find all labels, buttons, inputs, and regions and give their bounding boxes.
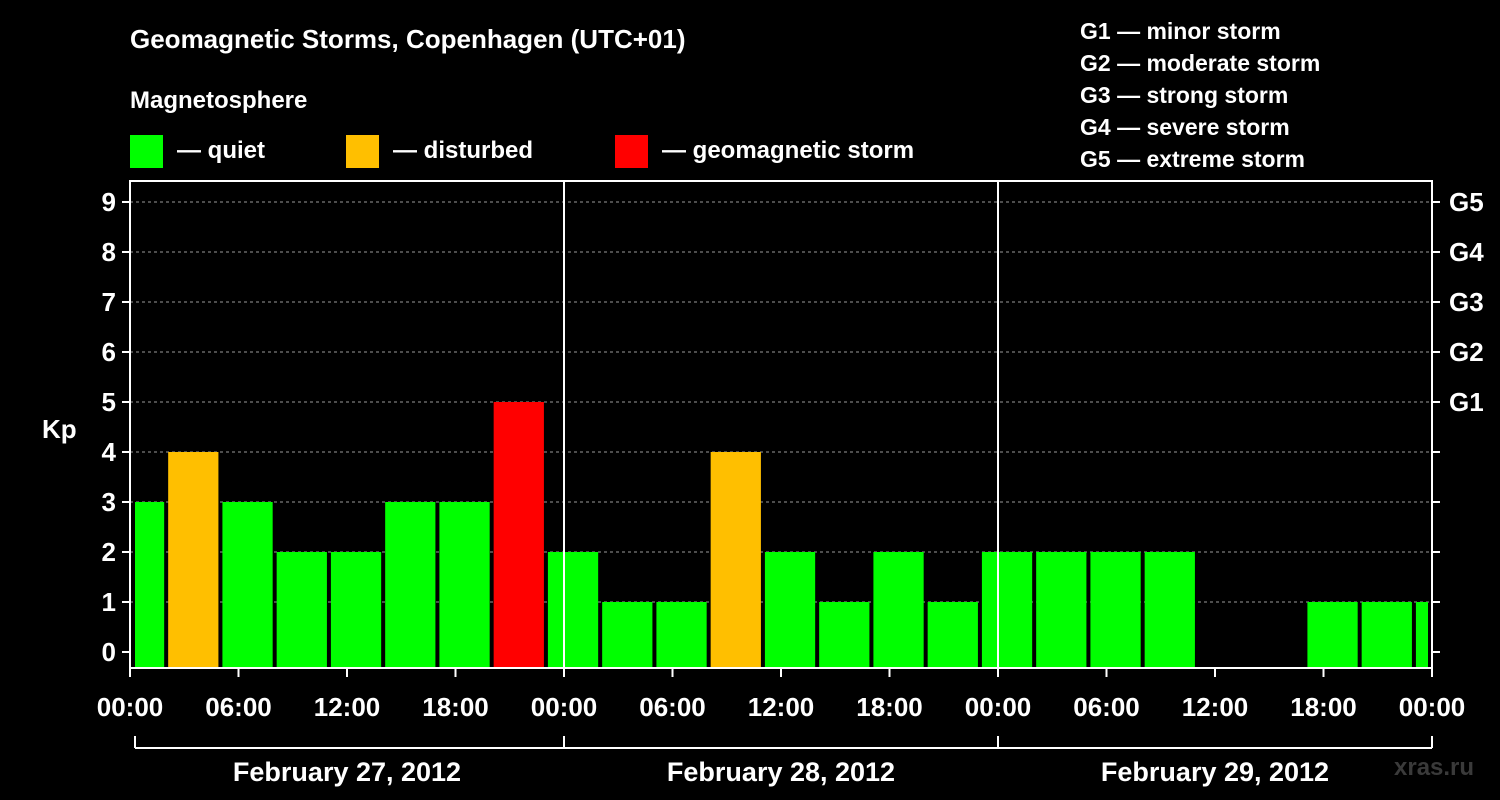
storm-scale-g3: G3 — strong storm xyxy=(1080,82,1289,108)
xtick-label-2: 12:00 xyxy=(314,692,381,722)
bar-24 xyxy=(1415,602,1428,668)
legend-item-quiet: — quiet xyxy=(130,134,265,168)
ytick-label-9: 9 xyxy=(102,187,116,217)
ytick-label-4: 4 xyxy=(102,437,117,467)
bar-15 xyxy=(927,602,978,668)
bar-2 xyxy=(222,502,273,668)
bar-9 xyxy=(602,602,653,668)
ytick-label-3: 3 xyxy=(102,487,116,517)
bar-7 xyxy=(493,402,544,668)
legend-label-quiet: — quiet xyxy=(177,137,265,164)
right-tick-label-G3: G3 xyxy=(1449,287,1484,317)
bar-23 xyxy=(1361,602,1412,668)
xtick-label-11: 18:00 xyxy=(1290,692,1357,722)
right-tick-label-G1: G1 xyxy=(1449,387,1484,417)
storm-scale-g1: G1 — minor storm xyxy=(1080,18,1281,44)
bar-19 xyxy=(1144,552,1195,668)
bar-1 xyxy=(168,452,219,668)
bar-16 xyxy=(981,552,1033,668)
xtick-label-9: 06:00 xyxy=(1073,692,1140,722)
xtick-label-4: 00:00 xyxy=(531,692,598,722)
xtick-label-3: 18:00 xyxy=(422,692,489,722)
xtick-label-10: 12:00 xyxy=(1182,692,1249,722)
date-label-1: February 28, 2012 xyxy=(667,757,895,787)
storm-scale-g4: G4 — severe storm xyxy=(1080,114,1290,140)
bar-6 xyxy=(439,502,490,668)
ytick-label-1: 1 xyxy=(102,587,116,617)
legend-label-storm: — geomagnetic storm xyxy=(662,137,915,164)
bar-18 xyxy=(1090,552,1141,668)
legend-swatch-storm xyxy=(615,134,648,168)
ytick-label-6: 6 xyxy=(102,337,116,367)
chart-subtitle: Magnetosphere xyxy=(130,87,308,114)
xtick-label-5: 06:00 xyxy=(639,692,706,722)
date-label-2: February 29, 2012 xyxy=(1101,757,1329,787)
bar-4 xyxy=(330,552,382,668)
y-axis-label: Kp xyxy=(42,414,77,444)
bar-13 xyxy=(819,602,870,668)
ytick-label-5: 5 xyxy=(102,387,116,417)
date-label-0: February 27, 2012 xyxy=(233,757,461,787)
legend-item-disturbed: — disturbed xyxy=(346,134,533,168)
storm-scale-g2: G2 — moderate storm xyxy=(1080,50,1321,76)
right-tick-label-G5: G5 xyxy=(1449,187,1484,217)
watermark: xras.ru xyxy=(1394,754,1475,781)
legend-swatch-disturbed xyxy=(346,134,379,168)
chart-title: Geomagnetic Storms, Copenhagen (UTC+01) xyxy=(130,24,686,54)
ytick-label-8: 8 xyxy=(102,237,116,267)
right-tick-label-G4: G4 xyxy=(1449,237,1484,267)
bar-3 xyxy=(276,552,327,668)
xtick-label-12: 00:00 xyxy=(1399,692,1466,722)
bar-10 xyxy=(656,602,707,668)
bar-11 xyxy=(710,452,761,668)
xtick-label-6: 12:00 xyxy=(748,692,815,722)
bar-22 xyxy=(1307,602,1358,668)
bar-5 xyxy=(385,502,436,668)
right-tick-label-G2: G2 xyxy=(1449,337,1484,367)
xtick-label-8: 00:00 xyxy=(965,692,1032,722)
xtick-label-0: 00:00 xyxy=(97,692,164,722)
bar-8 xyxy=(547,552,599,668)
ytick-label-7: 7 xyxy=(102,287,116,317)
ytick-label-2: 2 xyxy=(102,537,116,567)
storm-scale-legend: G1 — minor storm G2 — moderate storm G3 … xyxy=(1080,15,1320,175)
bar-14 xyxy=(873,552,924,668)
legend-label-disturbed: — disturbed xyxy=(393,137,534,164)
xtick-label-7: 18:00 xyxy=(856,692,923,722)
storm-scale-g5: G5 — extreme storm xyxy=(1080,146,1305,172)
ytick-label-0: 0 xyxy=(102,637,116,667)
legend-swatch-quiet xyxy=(130,134,163,168)
bar-0 xyxy=(135,502,165,668)
xtick-label-1: 06:00 xyxy=(205,692,272,722)
bar-12 xyxy=(764,552,816,668)
legend-item-storm: — geomagnetic storm xyxy=(615,134,914,168)
bar-17 xyxy=(1036,552,1087,668)
